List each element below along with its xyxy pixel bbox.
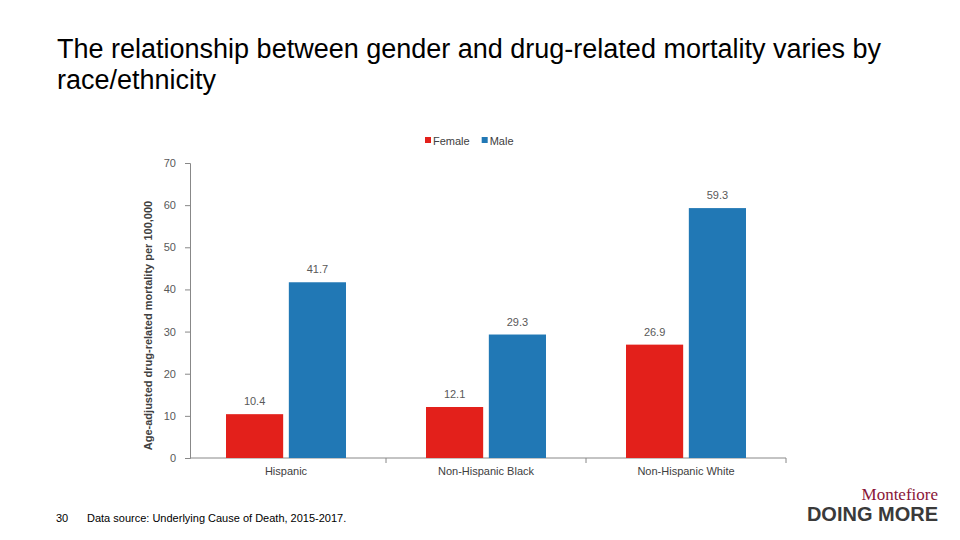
- y-tick: 20: [164, 368, 190, 380]
- legend-item: Female: [425, 135, 470, 147]
- bar: [289, 282, 346, 458]
- legend-item: Male: [482, 135, 514, 147]
- bar: [689, 208, 746, 458]
- legend: Female Male: [425, 135, 514, 147]
- x-tick-label: Hispanic: [265, 465, 308, 477]
- y-tick-label: 50: [164, 241, 176, 253]
- bar: [226, 414, 283, 458]
- y-tick: 60: [164, 199, 190, 211]
- legend-label: Female: [433, 135, 470, 147]
- bar: [489, 335, 546, 458]
- y-tick-label: 30: [164, 326, 176, 338]
- y-tick: 50: [164, 241, 190, 253]
- data-label: 59.3: [707, 189, 728, 201]
- legend-label: Male: [490, 135, 514, 147]
- y-tick-mark: [185, 163, 190, 164]
- bar: [626, 345, 683, 458]
- y-tick: 70: [164, 157, 190, 169]
- y-axis: 0 10 20 30 40 50 60 70: [164, 157, 191, 464]
- y-tick-mark: [185, 247, 190, 248]
- x-separator: [586, 458, 587, 463]
- legend-swatch: [482, 137, 488, 143]
- y-tick-mark: [185, 205, 190, 206]
- logo-name: Montefiore: [862, 485, 938, 504]
- y-tick-mark: [185, 332, 190, 333]
- x-separator: [386, 458, 387, 463]
- data-label: 41.7: [307, 263, 328, 275]
- y-tick-mark: [185, 374, 190, 375]
- y-axis-title: Age-adjusted drug-related mortality per …: [142, 201, 154, 450]
- source-note: Data source: Underlying Cause of Death, …: [87, 512, 346, 524]
- y-tick-mark: [185, 416, 190, 417]
- x-tick: Non-Hispanic Black: [438, 458, 534, 477]
- bars: [226, 208, 746, 458]
- page-number: 30: [56, 512, 68, 524]
- logo-tagline: DOING MORE: [807, 503, 938, 525]
- y-tick-mark: [185, 289, 190, 290]
- y-tick: 40: [164, 283, 190, 295]
- slide: The relationship between gender and drug…: [0, 0, 960, 540]
- x-tick-label: Non-Hispanic Black: [438, 465, 534, 477]
- y-tick: 0: [170, 452, 190, 464]
- data-label: 26.9: [644, 326, 665, 338]
- legend-swatch: [425, 137, 431, 143]
- y-axis-line: [185, 164, 191, 459]
- x-tick: Non-Hispanic White: [637, 458, 734, 477]
- data-label: 12.1: [444, 388, 465, 400]
- data-labels: 10.4 12.1 26.9 41.7 29.3 59.3: [244, 189, 728, 407]
- x-separator: [786, 458, 787, 463]
- y-tick-label: 0: [170, 452, 176, 464]
- y-tick-label: 60: [164, 199, 176, 211]
- x-tick-label: Non-Hispanic White: [637, 465, 734, 477]
- title: The relationship between gender and drug…: [57, 34, 881, 95]
- data-label: 10.4: [244, 395, 265, 407]
- y-tick: 10: [164, 410, 190, 422]
- y-tick-mark: [185, 458, 190, 459]
- y-tick-label: 10: [164, 410, 176, 422]
- y-tick-label: 40: [164, 283, 176, 295]
- y-tick: 30: [164, 326, 190, 338]
- x-tick: Hispanic: [265, 458, 308, 477]
- bar: [426, 407, 483, 458]
- y-tick-label: 70: [164, 157, 176, 169]
- x-axis: Hispanic Non-Hispanic Black Non-Hispanic W…: [190, 458, 786, 477]
- y-tick-label: 20: [164, 368, 176, 380]
- data-label: 29.3: [507, 316, 528, 328]
